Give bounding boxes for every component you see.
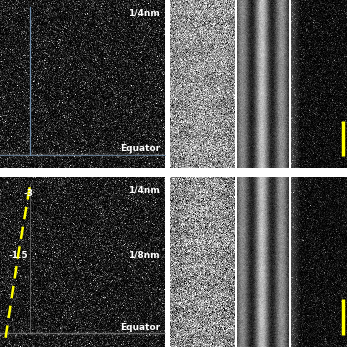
Text: Equator: Equator bbox=[120, 323, 160, 332]
Bar bbox=[0, 168, 347, 177]
Text: 1/8nm: 1/8nm bbox=[128, 251, 160, 260]
Text: 1/4nm: 1/4nm bbox=[128, 186, 160, 195]
Text: -1.5: -1.5 bbox=[8, 251, 28, 260]
Text: 1/4nm: 1/4nm bbox=[128, 8, 160, 17]
Text: Equator: Equator bbox=[120, 144, 160, 153]
Text: -3: -3 bbox=[23, 189, 33, 198]
